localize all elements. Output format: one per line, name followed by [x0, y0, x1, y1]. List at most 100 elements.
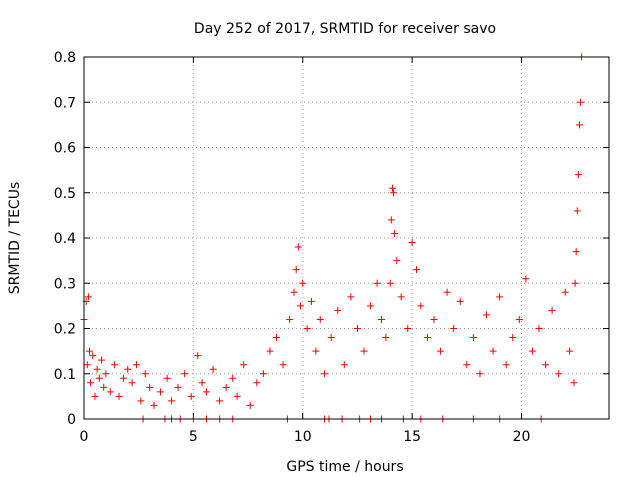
data-point	[572, 248, 580, 256]
data-point	[386, 279, 394, 287]
data-point	[378, 315, 385, 323]
data-point	[150, 401, 158, 409]
y-tick-label: 0.8	[54, 50, 76, 66]
grid	[84, 57, 609, 419]
data-point	[106, 388, 114, 396]
data-point	[443, 288, 451, 296]
data-point	[222, 383, 230, 391]
data-point	[312, 347, 320, 355]
data-point	[327, 334, 335, 342]
data-point	[321, 370, 329, 378]
data-point	[456, 297, 464, 305]
data-point	[391, 229, 399, 237]
data-point	[157, 388, 165, 396]
axis-ticks: 0 0.1 0.2 0.3 0.4 0.5 0.6 0.7 0.8 0 5 10 15 20	[54, 50, 609, 445]
data-point	[98, 356, 105, 364]
data-point	[509, 334, 517, 342]
data-point	[573, 207, 581, 215]
data-point	[181, 370, 189, 378]
data-point	[299, 279, 307, 287]
data-point	[340, 361, 348, 369]
data-point	[496, 293, 504, 301]
y-tick-label: 0.7	[54, 95, 76, 111]
data-point	[294, 243, 302, 251]
data-point	[483, 311, 490, 319]
data-point	[561, 288, 569, 296]
data-point	[240, 361, 248, 369]
plot-frame	[83, 56, 610, 420]
data-point	[85, 347, 93, 355]
data-point	[469, 334, 477, 342]
data-point	[115, 392, 123, 400]
data-point	[290, 288, 298, 296]
y-tick-label: 0	[67, 412, 76, 428]
data-point	[574, 171, 582, 179]
y-tick-label: 0.6	[54, 141, 76, 157]
data-point	[515, 315, 523, 323]
data-point	[387, 216, 395, 224]
data-point	[286, 315, 294, 323]
data-point	[388, 184, 396, 192]
data-point	[124, 365, 132, 373]
x-tick-label: 15	[403, 429, 421, 445]
data-point	[84, 293, 92, 301]
x-tick-label: 0	[80, 429, 89, 445]
data-point	[423, 334, 431, 342]
data-point	[390, 189, 398, 197]
data-point	[566, 347, 574, 355]
data-point	[555, 370, 563, 378]
data-point	[259, 370, 267, 378]
data-point	[279, 361, 287, 369]
data-point	[450, 325, 458, 332]
data-point	[292, 266, 300, 274]
data-point	[393, 257, 401, 265]
data-point	[93, 365, 101, 373]
data-point	[308, 297, 315, 305]
y-tick-label: 0.3	[54, 276, 76, 292]
data-point	[209, 365, 217, 373]
data-point	[502, 361, 510, 369]
data-point	[413, 266, 420, 274]
data-point	[133, 361, 140, 369]
data-point	[246, 401, 254, 409]
x-tick-label: 10	[294, 429, 312, 445]
data-point	[273, 334, 280, 342]
data-point	[266, 347, 274, 355]
data-point	[570, 379, 578, 387]
data-point	[111, 361, 119, 369]
data-point	[91, 392, 99, 400]
data-point	[141, 370, 149, 378]
data-point	[253, 379, 261, 387]
data-point	[353, 325, 361, 332]
data-point	[535, 325, 543, 332]
data-point	[347, 293, 355, 301]
data-point	[128, 379, 136, 387]
data-point	[404, 325, 412, 332]
data-point	[463, 361, 471, 369]
x-axis-label: GPS time / hours	[286, 459, 403, 475]
chart-title: Day 252 of 2017, SRMTID for receiver sav…	[194, 21, 496, 37]
data-point	[168, 397, 175, 405]
data-point	[137, 397, 145, 405]
data-point	[373, 279, 381, 287]
data-point	[316, 315, 324, 323]
data-point	[194, 352, 202, 360]
data-point	[367, 302, 375, 310]
data-point	[233, 392, 241, 400]
y-axis-label: SRMTID / TECUs	[7, 182, 23, 295]
data-point	[95, 374, 103, 382]
data-point	[216, 397, 224, 405]
data-point	[334, 306, 342, 314]
data-point	[548, 306, 556, 314]
data-point	[83, 361, 91, 369]
data-point	[89, 352, 97, 360]
data-point	[522, 275, 530, 283]
data-point	[146, 383, 154, 391]
y-tick-label: 0.4	[54, 231, 76, 247]
data-point	[100, 383, 108, 391]
x-tick-label: 20	[513, 429, 531, 445]
data-point	[437, 347, 445, 355]
data-point	[102, 370, 110, 378]
